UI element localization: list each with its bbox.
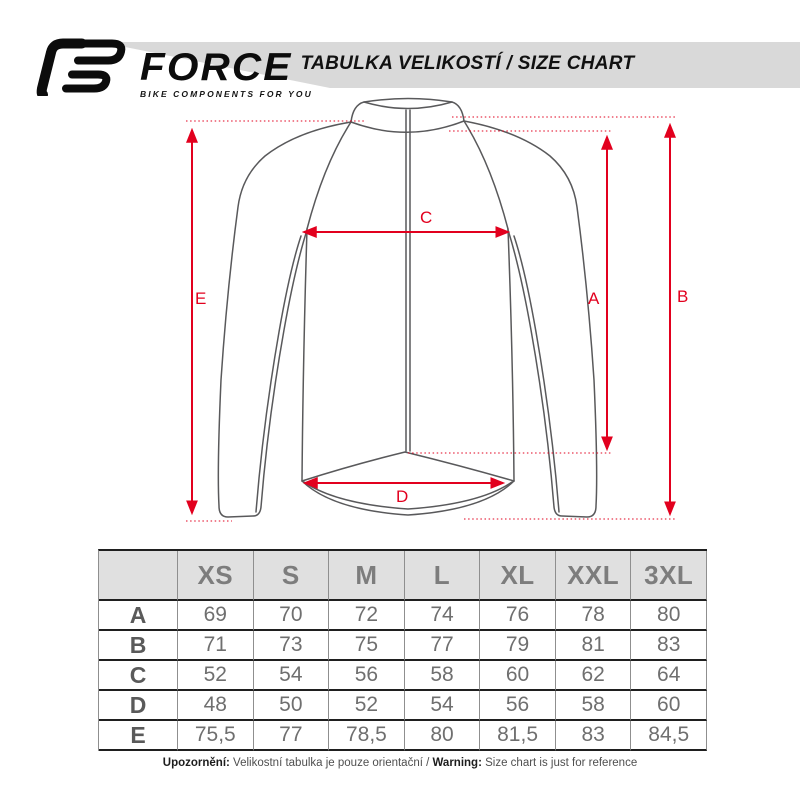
logo-text: FORCE BIKE COMPONENTS FOR YOU <box>140 48 313 99</box>
size-col-header: L <box>404 551 481 601</box>
size-value-cell: 78 <box>555 601 632 631</box>
size-value-cell: 79 <box>480 631 556 661</box>
size-col-header: S <box>253 551 330 601</box>
size-value-cell: 84,5 <box>631 721 707 751</box>
row-label: A <box>99 601 178 631</box>
warning-text-en: Size chart is just for reference <box>481 757 638 769</box>
size-value-cell: 58 <box>404 661 481 691</box>
size-value-cell: 52 <box>178 661 254 691</box>
size-value-cell: 80 <box>631 601 707 631</box>
page-title: TABULKA VELIKOSTÍ / SIZE CHART <box>300 53 635 74</box>
size-value-cell: 76 <box>480 601 556 631</box>
size-col-header: 3XL <box>631 551 707 601</box>
size-value-cell: 58 <box>555 691 632 721</box>
row-label: B <box>99 631 178 661</box>
force-emblem-icon <box>36 38 126 96</box>
row-label: E <box>99 721 178 751</box>
warning-note: Upozornění: Velikostní tabulka je pouze … <box>0 757 800 769</box>
measurement-label-b: B <box>677 287 689 306</box>
size-value-cell: 77 <box>404 631 481 661</box>
size-value-cell: 48 <box>178 691 254 721</box>
size-value-cell: 71 <box>178 631 254 661</box>
size-col-header: XS <box>178 551 254 601</box>
force-logo: FORCE BIKE COMPONENTS FOR YOU <box>36 36 313 99</box>
size-value-cell: 60 <box>631 691 707 721</box>
size-value-cell: 83 <box>631 631 707 661</box>
size-value-cell: 69 <box>178 601 254 631</box>
size-value-cell: 74 <box>404 601 481 631</box>
size-chart-table: XS S M L XL XXL 3XL A 69 70 72 74 76 78 80 B 71 73 75 77 79 8… <box>98 549 707 751</box>
size-value-cell: 70 <box>253 601 330 631</box>
size-value-cell: 75,5 <box>178 721 254 751</box>
measurement-label-c: C <box>420 208 433 227</box>
size-value-cell: 81 <box>555 631 632 661</box>
size-value-cell: 62 <box>555 661 632 691</box>
size-value-cell: 54 <box>404 691 481 721</box>
warning-label-cs: Upozornění: <box>162 757 230 769</box>
size-value-cell: 77 <box>253 721 330 751</box>
size-value-cell: 64 <box>631 661 707 691</box>
measurement-label-e: E <box>195 289 207 308</box>
row-label: D <box>99 691 178 721</box>
size-value-cell: 73 <box>253 631 330 661</box>
size-value-cell: 75 <box>329 631 405 661</box>
size-value-cell: 52 <box>329 691 405 721</box>
brand-name: FORCE <box>140 46 293 89</box>
size-value-cell: 60 <box>480 661 556 691</box>
jersey-outline <box>217 97 598 518</box>
size-value-cell: 78,5 <box>329 721 405 751</box>
row-label: C <box>99 661 178 691</box>
size-value-cell: 54 <box>253 661 330 691</box>
size-value-cell: 80 <box>404 721 481 751</box>
size-col-header: XXL <box>555 551 632 601</box>
warning-text-cs: Velikostní tabulka je pouze orientační / <box>229 757 433 769</box>
size-value-cell: 72 <box>329 601 405 631</box>
warning-label-en: Warning: <box>432 757 482 769</box>
size-value-cell: 56 <box>480 691 556 721</box>
size-col-header: XL <box>480 551 556 601</box>
size-value-cell: 56 <box>329 661 405 691</box>
brand-tagline: BIKE COMPONENTS FOR YOU <box>140 89 313 99</box>
measurement-label-d: D <box>396 487 409 506</box>
size-value-cell: 81,5 <box>480 721 556 751</box>
measurement-label-a: A <box>588 289 600 308</box>
size-col-header: M <box>329 551 405 601</box>
leader-lines <box>186 116 676 522</box>
size-value-cell: 83 <box>555 721 632 751</box>
corner-cell <box>99 551 178 601</box>
size-value-cell: 50 <box>253 691 330 721</box>
